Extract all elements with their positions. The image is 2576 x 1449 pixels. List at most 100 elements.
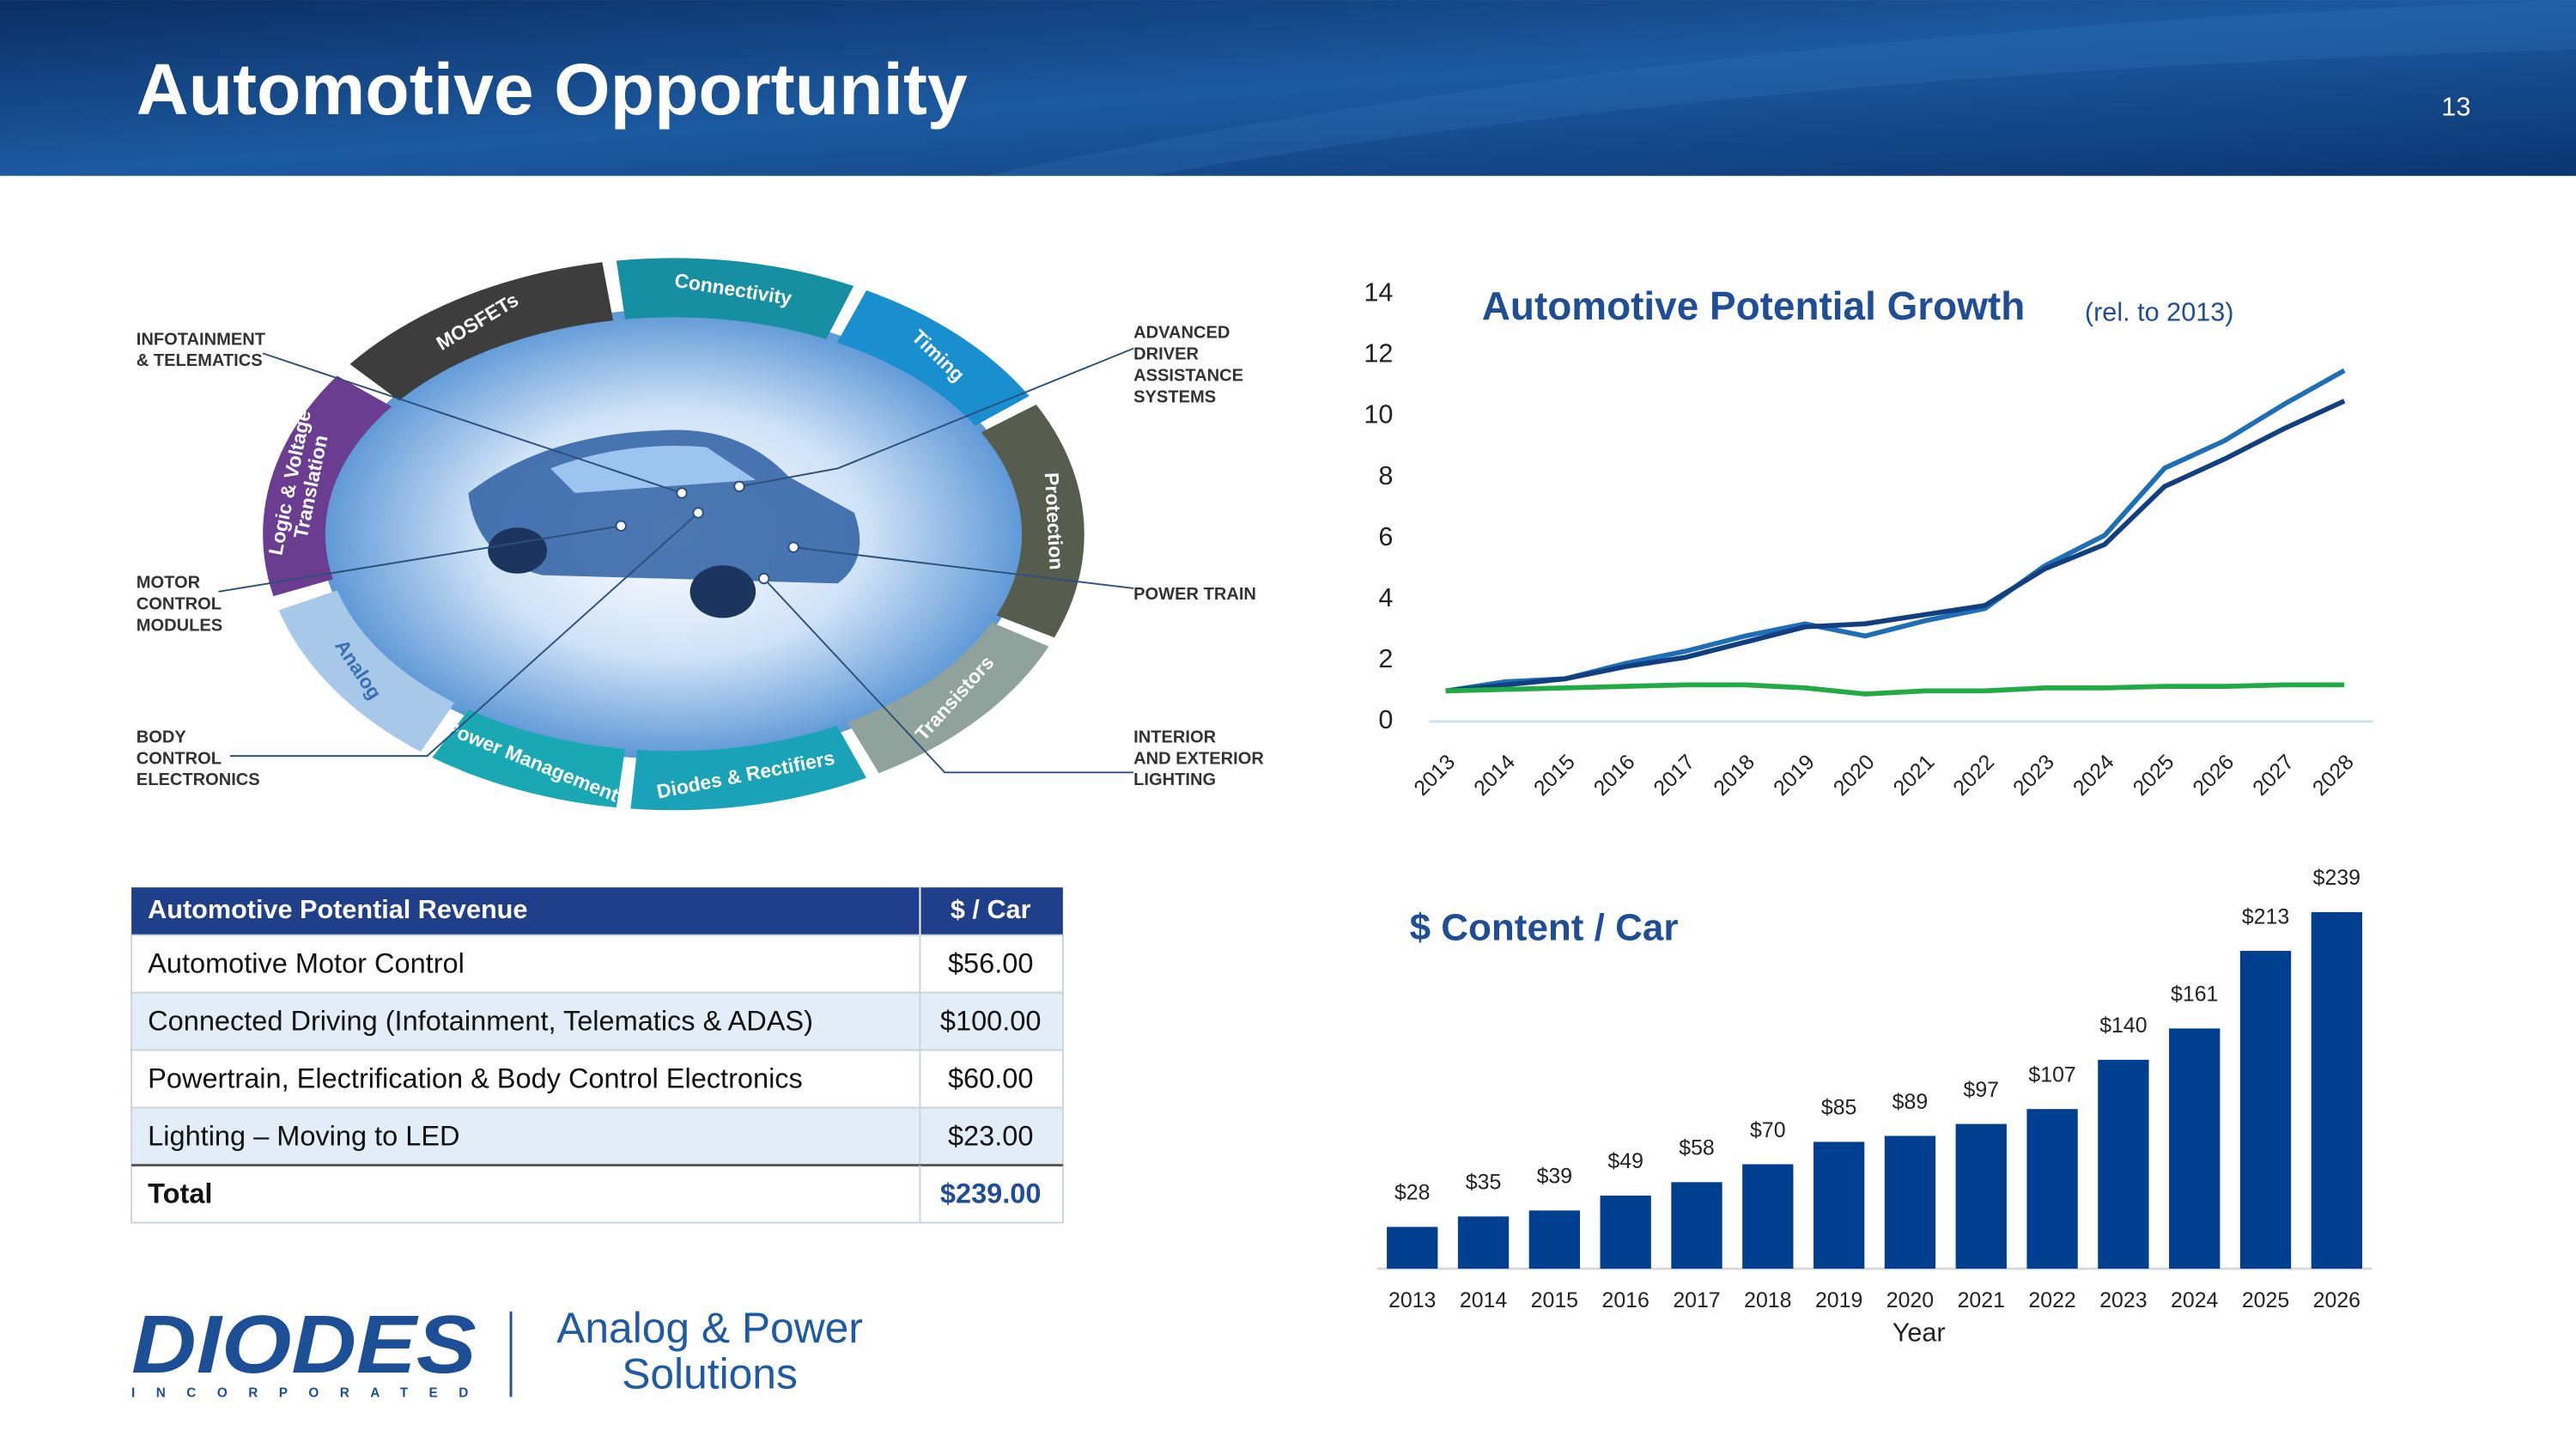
logo-name: DIODES (131, 1299, 477, 1391)
bar (1528, 1210, 1581, 1269)
chart-title: Automotive Potential Growth (1482, 283, 2026, 328)
ring-segment (836, 290, 1030, 426)
callout-dot (615, 520, 627, 532)
callout-label: BODY (137, 728, 187, 746)
bar (1955, 1123, 2007, 1269)
x-tick-label: 2028 (2308, 750, 2359, 801)
bar (1884, 1135, 1936, 1269)
x-tick-label: 2025 (2242, 1288, 2289, 1312)
bar (1600, 1195, 1651, 1269)
y-tick-label: 14 (1364, 278, 1393, 307)
y-tick-label: 2 (1378, 644, 1393, 673)
bar (1671, 1182, 1722, 1269)
callout-label: & TELEMATICS (137, 351, 263, 370)
ring-segment (848, 622, 1049, 774)
chart-subtitle: (rel. to 2013) (2085, 298, 2234, 327)
x-tick-label: 2024 (2069, 750, 2119, 801)
table-cell: Powertrain, Electrification & Body Contr… (148, 1063, 803, 1094)
x-tick-label: 2027 (2248, 750, 2299, 801)
value-label: $89 (1893, 1090, 1928, 1114)
y-tick-label: 6 (1378, 522, 1393, 551)
table-cell: $239.00 (940, 1178, 1042, 1209)
table-row-bg (131, 934, 1064, 994)
callout-leader (262, 352, 683, 494)
x-tick-label: 2017 (1649, 750, 1699, 801)
callout-label: INFOTAINMENT (137, 330, 266, 349)
value-label: $140 (2099, 1014, 2147, 1038)
table-cell: Automotive Motor Control (148, 948, 465, 979)
bar (1387, 1227, 1438, 1269)
x-tick-label: 2018 (1744, 1288, 1791, 1312)
callout-label: MODULES (137, 616, 222, 635)
y-tick-label: 12 (1364, 339, 1393, 368)
value-label: $85 (1821, 1096, 1856, 1120)
table-header-bg (131, 887, 1063, 935)
series-line (1445, 368, 2346, 694)
x-tick-label: 2014 (1460, 1288, 1507, 1312)
callout-label: LIGHTING (1133, 770, 1216, 789)
callout-leader (793, 546, 1134, 589)
bar (2239, 951, 2292, 1269)
x-tick-label: 2014 (1469, 750, 1520, 801)
callout-label: ELECTRONICS (137, 770, 260, 789)
segment-label: Protection (1041, 472, 1068, 570)
ring-segment (616, 258, 854, 339)
x-tick-label: 2026 (2188, 750, 2239, 801)
callout-label: MOTOR (137, 574, 201, 593)
callout-label: INTERIOR (1133, 728, 1216, 746)
ring-segment (278, 590, 455, 752)
x-tick-label: 2015 (1531, 1288, 1578, 1312)
x-tick-label: 2015 (1529, 750, 1580, 801)
x-tick-label: 2020 (1829, 750, 1880, 801)
table-cell: $23.00 (948, 1121, 1033, 1152)
table-cell: Lighting – Moving to LED (148, 1121, 459, 1152)
car-wheel (488, 527, 548, 574)
value-label: $58 (1679, 1136, 1714, 1160)
value-label: $239 (2313, 866, 2360, 890)
callout-label: POWER TRAIN (1133, 585, 1256, 604)
y-tick-label: 8 (1378, 461, 1393, 490)
y-tick-label: 10 (1364, 400, 1393, 429)
logo-division: Analog & Power (556, 1304, 863, 1352)
x-tick-label: 2021 (1888, 750, 1939, 801)
value-label: $49 (1607, 1149, 1643, 1173)
callout-label: ASSISTANCE (1133, 366, 1243, 385)
callout-leader (762, 577, 1134, 774)
callout-leader (229, 512, 699, 758)
callout-label: SYSTEMS (1133, 387, 1216, 406)
callout-leader (738, 347, 1134, 488)
bar (1813, 1142, 1865, 1269)
callout-label: CONTROL (137, 594, 222, 613)
callout-label: DRIVER (1133, 345, 1199, 364)
bar (2311, 911, 2363, 1269)
callout-label: CONTROL (137, 749, 222, 768)
value-label: $161 (2171, 983, 2218, 1007)
header-band (0, 0, 2576, 176)
callout-label: AND EXTERIOR (1133, 749, 1264, 768)
table-row-bg (131, 1106, 1064, 1166)
table-header-cell: Automotive Potential Revenue (148, 895, 527, 924)
value-label: $39 (1537, 1165, 1572, 1189)
bar (1457, 1216, 1510, 1269)
y-tick-label: 0 (1378, 705, 1393, 734)
bar (1742, 1164, 1794, 1269)
bar (2026, 1109, 2078, 1269)
table-cell: Total (148, 1178, 212, 1209)
x-tick-label: 2024 (2171, 1288, 2218, 1312)
header-swoosh (985, 0, 2576, 176)
table-row-bg (131, 1049, 1064, 1109)
table-cell: $100.00 (940, 1006, 1042, 1037)
value-label: $107 (2028, 1063, 2075, 1087)
x-tick-label: 2013 (1409, 750, 1460, 801)
table-row-bg (131, 991, 1064, 1051)
logo-division: Solutions (622, 1349, 798, 1397)
page-number: 13 (2441, 92, 2470, 121)
ring-segment (432, 709, 625, 808)
x-tick-label: 2017 (1673, 1288, 1720, 1312)
x-tick-label: 2023 (2008, 750, 2059, 801)
x-tick-label: 2022 (2028, 1288, 2075, 1312)
x-tick-label: 2020 (1886, 1288, 1934, 1312)
callout-dot (787, 541, 799, 553)
